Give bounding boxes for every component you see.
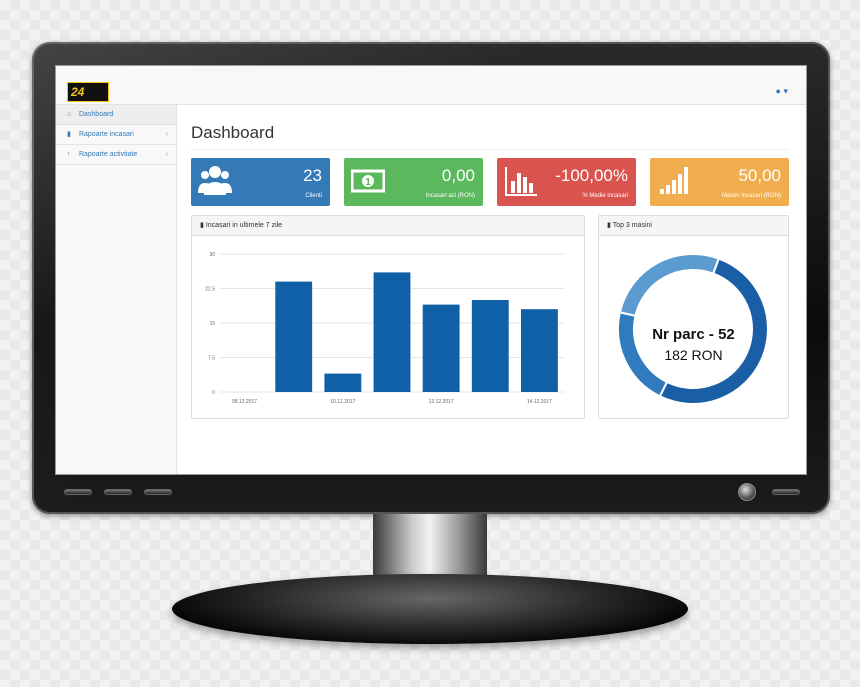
sidebar-item-label: Dashboard — [78, 111, 114, 118]
card-value: 23 — [303, 166, 322, 185]
x-tick-label: 14.12.2017 — [527, 399, 552, 405]
donut-chart-area: Nr parc - 52 182 RON — [599, 236, 788, 418]
panel-heading: ▮ Top 3 masini — [599, 216, 788, 236]
panel-heading: ▮ Incasari in ultimele 7 zile — [192, 216, 584, 236]
sidebar-item-label: Rapoarte activitate — [78, 151, 138, 158]
stat-card-incasari-azi[interactable]: 1 0,00 Incasari azi (RON) — [344, 158, 483, 206]
bar-chart-icon: ▮ — [607, 222, 611, 229]
donut-chart-panel: ▮ Top 3 masini Nr parc - 52 182 RON — [598, 215, 789, 419]
panel-title: Top 3 masini — [612, 222, 652, 229]
logo-number: 24 — [71, 85, 85, 99]
bar-chart-icon: ▮ — [67, 131, 71, 138]
svg-text:1: 1 — [365, 177, 371, 188]
bar[interactable] — [373, 272, 411, 392]
chevron-left-icon: ‹ — [165, 131, 168, 138]
bar[interactable] — [521, 309, 558, 392]
chevron-down-icon: ▾ — [783, 86, 788, 96]
card-value: 50,00 — [738, 166, 781, 185]
home-icon: ⌂ — [67, 111, 72, 118]
donut-center-value: 182 RON — [664, 347, 723, 363]
bar[interactable] — [275, 281, 313, 392]
stat-card-medie-incasari[interactable]: -100,00% % Medie incasari — [497, 158, 636, 206]
donut-slice[interactable] — [618, 253, 720, 318]
monitor-button-1 — [64, 489, 92, 495]
x-tick-label: 12.12.2017 — [429, 399, 454, 405]
y-tick-label: 15 — [209, 321, 215, 327]
card-label: Incasari azi (RON) — [425, 193, 475, 199]
bar[interactable] — [422, 304, 460, 392]
user-menu[interactable]: ● ▾ — [776, 86, 788, 97]
panel-title: Incasari in ultimele 7 zile — [205, 222, 283, 229]
y-tick-label: 22.5 — [205, 287, 215, 293]
sidebar-item-dashboard[interactable]: ⌂ Dashboard — [56, 105, 176, 125]
donut-chart[interactable] — [599, 236, 788, 418]
card-value: 0,00 — [441, 166, 475, 185]
bar-chart-icon — [505, 167, 537, 196]
y-tick-label: 7.5 — [208, 356, 215, 362]
power-button — [738, 483, 756, 501]
screen: 24 pay ● ▾ ⌂ Dashboard ▮ Rapoarte incasa… — [55, 65, 807, 475]
donut-center-title: Nr parc - 52 — [652, 326, 735, 343]
card-label: % Medie incasari — [582, 193, 628, 199]
bar[interactable] — [471, 300, 509, 392]
bar-chart-panel: ▮ Incasari in ultimele 7 zile 0 7.5 15 22.5… — [191, 215, 585, 419]
monitor-button-3 — [144, 489, 172, 495]
card-value: -100,00% — [555, 166, 628, 185]
y-tick-label: 30 — [209, 252, 215, 258]
sidebar: ⌂ Dashboard ▮ Rapoarte incasari ‹ ↑ Rapo… — [56, 105, 177, 474]
stat-card-clients[interactable]: 23 Clienti — [191, 158, 330, 206]
sidebar-item-rapoarte-incasari[interactable]: ▮ Rapoarte incasari ‹ — [56, 125, 176, 145]
divider — [191, 149, 789, 150]
page-title: Dashboard — [191, 123, 275, 142]
x-tick-label: 10.12.2017 — [330, 399, 355, 405]
monitor-base — [172, 574, 688, 644]
x-tick-label: 08.12.2017 — [232, 399, 257, 405]
chevron-left-icon: ‹ — [165, 151, 168, 158]
sidebar-item-rapoarte-activitate[interactable]: ↑ Rapoarte activitate ‹ — [56, 145, 176, 165]
stat-card-maxim-incasari[interactable]: 50,00 Maxim incasari (RON) — [650, 158, 789, 206]
bar-chart-icon: ▮ — [200, 222, 204, 229]
monitor-button-2 — [104, 489, 132, 495]
main-content: Dashboard 23 Clienti 1 0,00 Incasari — [177, 105, 806, 474]
card-label: Clienti — [305, 193, 322, 199]
bar[interactable] — [324, 373, 362, 392]
user-icon: ● — [775, 86, 781, 96]
top-navbar: 24 pay ● ▾ — [56, 66, 806, 117]
signal-icon — [660, 167, 688, 194]
logo[interactable]: 24 pay — [67, 82, 109, 117]
bar-chart: 0 7.5 15 22.5 30 08.12.2017 10.12.2017 12.12.20… — [205, 252, 564, 405]
sidebar-item-label: Rapoarte incasari — [78, 131, 134, 138]
person-icon: ↑ — [67, 151, 71, 158]
money-icon: 1 — [351, 169, 385, 193]
users-icon — [198, 166, 232, 195]
y-tick-label: 0 — [212, 390, 215, 396]
card-label: Maxim incasari (RON) — [721, 193, 781, 199]
monitor-button-4 — [772, 489, 800, 495]
